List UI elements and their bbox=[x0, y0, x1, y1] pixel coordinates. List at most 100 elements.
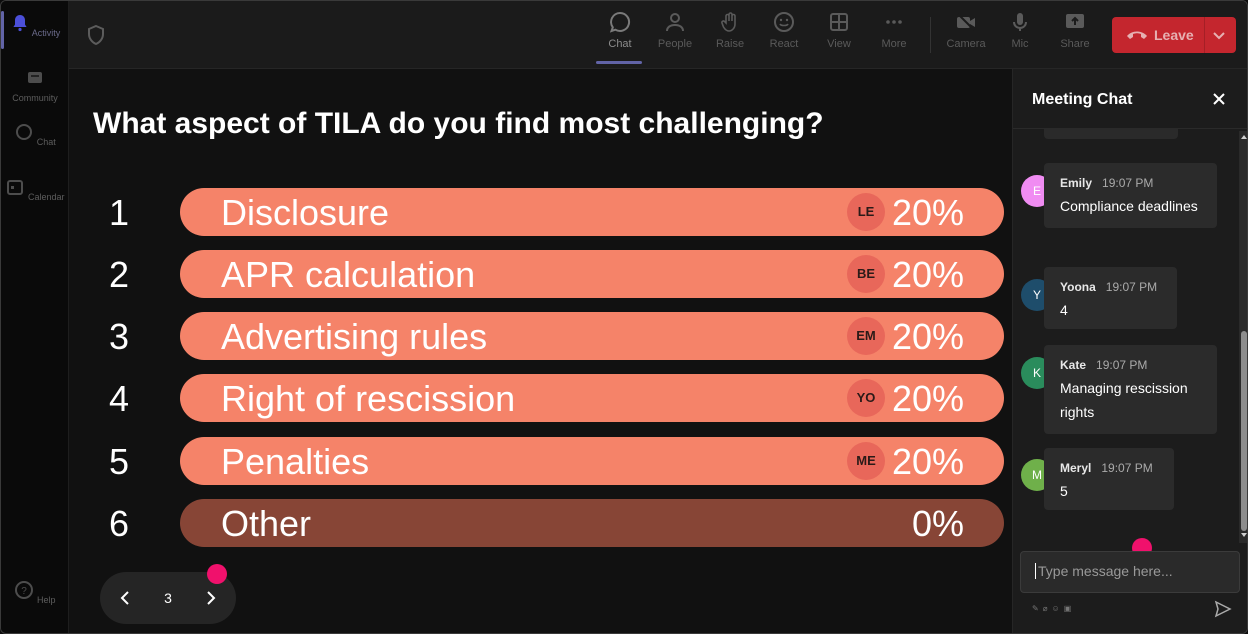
page-number: 3 bbox=[164, 590, 172, 606]
option-number: 3 bbox=[109, 316, 130, 357]
poll-option: 3 Advertising rules EM 20% bbox=[69, 312, 1011, 360]
chat-header: Meeting Chat bbox=[1013, 69, 1247, 129]
message-time: 19:07 PM bbox=[1105, 280, 1158, 294]
gif-icon[interactable]: ▣ bbox=[1063, 604, 1076, 613]
pointer-indicator bbox=[207, 564, 227, 584]
react-button[interactable]: React bbox=[758, 11, 810, 50]
chat-message: Kate 19:07 PM Managing rescission rights bbox=[1044, 345, 1217, 434]
chat-icon bbox=[16, 124, 33, 140]
message-time: 19:07 PM bbox=[1101, 461, 1153, 475]
format-icon[interactable]: ✎ bbox=[1032, 604, 1043, 613]
send-icon[interactable] bbox=[1214, 600, 1232, 618]
chat-scrollbar[interactable] bbox=[1239, 131, 1248, 543]
camera-button[interactable]: Camera bbox=[940, 11, 992, 50]
attach-icon[interactable]: ⌀ bbox=[1042, 604, 1052, 613]
poll-option: 2 APR calculation BE 20% bbox=[69, 250, 1011, 298]
chat-message: Meryl 19:07 PM 5 bbox=[1044, 448, 1174, 510]
sender-name: Yoona bbox=[1060, 280, 1096, 294]
rail-item-label: Chat bbox=[36, 137, 56, 147]
option-label: Other bbox=[221, 503, 312, 544]
option-bar: Advertising rules EM 20% bbox=[180, 312, 1004, 360]
more-label: More bbox=[881, 38, 907, 50]
message-text: Compliance deadlines bbox=[1060, 198, 1198, 214]
voter-avatar: ME bbox=[847, 442, 885, 480]
view-label: View bbox=[827, 38, 851, 50]
meeting-toolbar: Chat People Raise React View More Camera bbox=[69, 1, 1247, 69]
poll-option: 6 Other 0% bbox=[69, 499, 1011, 547]
chevron-right-icon[interactable] bbox=[200, 588, 220, 608]
share-label: Share bbox=[1060, 38, 1090, 50]
message-text: 4 bbox=[1060, 302, 1068, 318]
leave-label: Leave bbox=[1154, 27, 1194, 43]
poll-option: 4 Right of rescission YO 20% bbox=[69, 374, 1011, 422]
rail-item-chat[interactable]: Chat bbox=[1, 122, 69, 147]
close-icon[interactable] bbox=[1211, 91, 1227, 107]
option-label: Disclosure bbox=[221, 192, 390, 233]
share-screen-icon bbox=[1066, 14, 1084, 28]
shield-icon[interactable] bbox=[87, 25, 105, 45]
raise-label: Raise bbox=[715, 38, 745, 50]
poll-option: 5 Penalties ME 20% bbox=[69, 437, 1011, 485]
rail-item-label: Community bbox=[12, 93, 58, 103]
view-button[interactable]: View bbox=[813, 11, 865, 50]
poll-option: 1 Disclosure LE 20% bbox=[69, 188, 1011, 236]
camera-off-icon bbox=[957, 13, 975, 31]
option-percent: 20% bbox=[891, 192, 964, 233]
message-composer[interactable] bbox=[1020, 551, 1240, 593]
rail-item-activity[interactable]: Activity bbox=[1, 11, 69, 49]
rail-item-label: Calendar bbox=[27, 192, 65, 202]
rail-item-help[interactable]: ? Help bbox=[1, 580, 69, 605]
option-percent: 20% bbox=[891, 254, 964, 295]
composer-tools[interactable]: ✎⌀☺▣ bbox=[1032, 604, 1075, 613]
sender-name: Emily bbox=[1060, 176, 1093, 190]
avatar-initial: M bbox=[1032, 468, 1042, 482]
grid-view-icon bbox=[830, 13, 848, 31]
hand-icon bbox=[721, 12, 736, 32]
option-bar: Right of rescission YO 20% bbox=[180, 374, 1004, 422]
more-dots-icon bbox=[886, 20, 902, 24]
voter-avatar: LE bbox=[847, 193, 885, 231]
option-number: 1 bbox=[109, 192, 130, 233]
chat-message: Emily 19:07 PM Compliance deadlines bbox=[1044, 163, 1217, 228]
chat-bubble-icon bbox=[609, 11, 631, 33]
scrollbar-thumb[interactable] bbox=[1241, 331, 1247, 531]
rail-item-community[interactable]: Community bbox=[1, 68, 69, 103]
option-label: Penalties bbox=[221, 441, 370, 482]
calendar-icon bbox=[7, 180, 24, 195]
message-time: 19:07 PM bbox=[1102, 176, 1154, 190]
chat-button[interactable]: Chat bbox=[594, 11, 646, 64]
option-number: 5 bbox=[109, 441, 130, 482]
chat-title: Meeting Chat bbox=[1032, 91, 1133, 108]
voter-avatar: BE bbox=[847, 255, 885, 293]
people-button[interactable]: People bbox=[649, 11, 701, 50]
chat-messages[interactable]: E Emily 19:07 PM Compliance deadlines Y Y… bbox=[1013, 129, 1247, 543]
more-button[interactable]: More bbox=[868, 11, 920, 50]
list-item bbox=[1044, 129, 1178, 139]
option-bar: Disclosure LE 20% bbox=[180, 188, 1004, 236]
option-label: Right of rescission bbox=[221, 378, 516, 419]
rail-item-label: Activity bbox=[31, 28, 61, 38]
option-number: 4 bbox=[109, 378, 130, 419]
meeting-chat-panel: Meeting Chat E Emily 19:07 PM Compliance … bbox=[1012, 69, 1248, 633]
camera-label: Camera bbox=[946, 38, 986, 50]
scroll-down-icon[interactable] bbox=[1240, 531, 1248, 539]
option-label: Advertising rules bbox=[221, 316, 488, 357]
app-rail: Activity Community Chat Calendar ? Help bbox=[1, 1, 69, 633]
message-input[interactable] bbox=[1035, 563, 1231, 579]
option-bar: APR calculation BE 20% bbox=[180, 250, 1004, 298]
emoji-icon[interactable]: ☺ bbox=[1051, 604, 1064, 613]
message-time: 19:07 PM bbox=[1096, 358, 1148, 372]
leave-button[interactable]: Leave bbox=[1112, 17, 1236, 53]
avatar-initial: Y bbox=[1032, 288, 1041, 302]
chevron-left-icon[interactable] bbox=[116, 588, 136, 608]
chevron-down-icon[interactable] bbox=[1212, 29, 1226, 41]
react-label: React bbox=[769, 38, 799, 50]
share-button[interactable]: Share bbox=[1049, 11, 1101, 50]
message-text: Managing rescission rights bbox=[1060, 380, 1188, 420]
scroll-up-icon[interactable] bbox=[1240, 133, 1248, 141]
raise-hand-button[interactable]: Raise bbox=[704, 11, 756, 50]
help-icon: ? bbox=[15, 581, 34, 599]
mic-button[interactable]: Mic bbox=[994, 11, 1046, 50]
rail-item-calendar[interactable]: Calendar bbox=[1, 177, 69, 202]
